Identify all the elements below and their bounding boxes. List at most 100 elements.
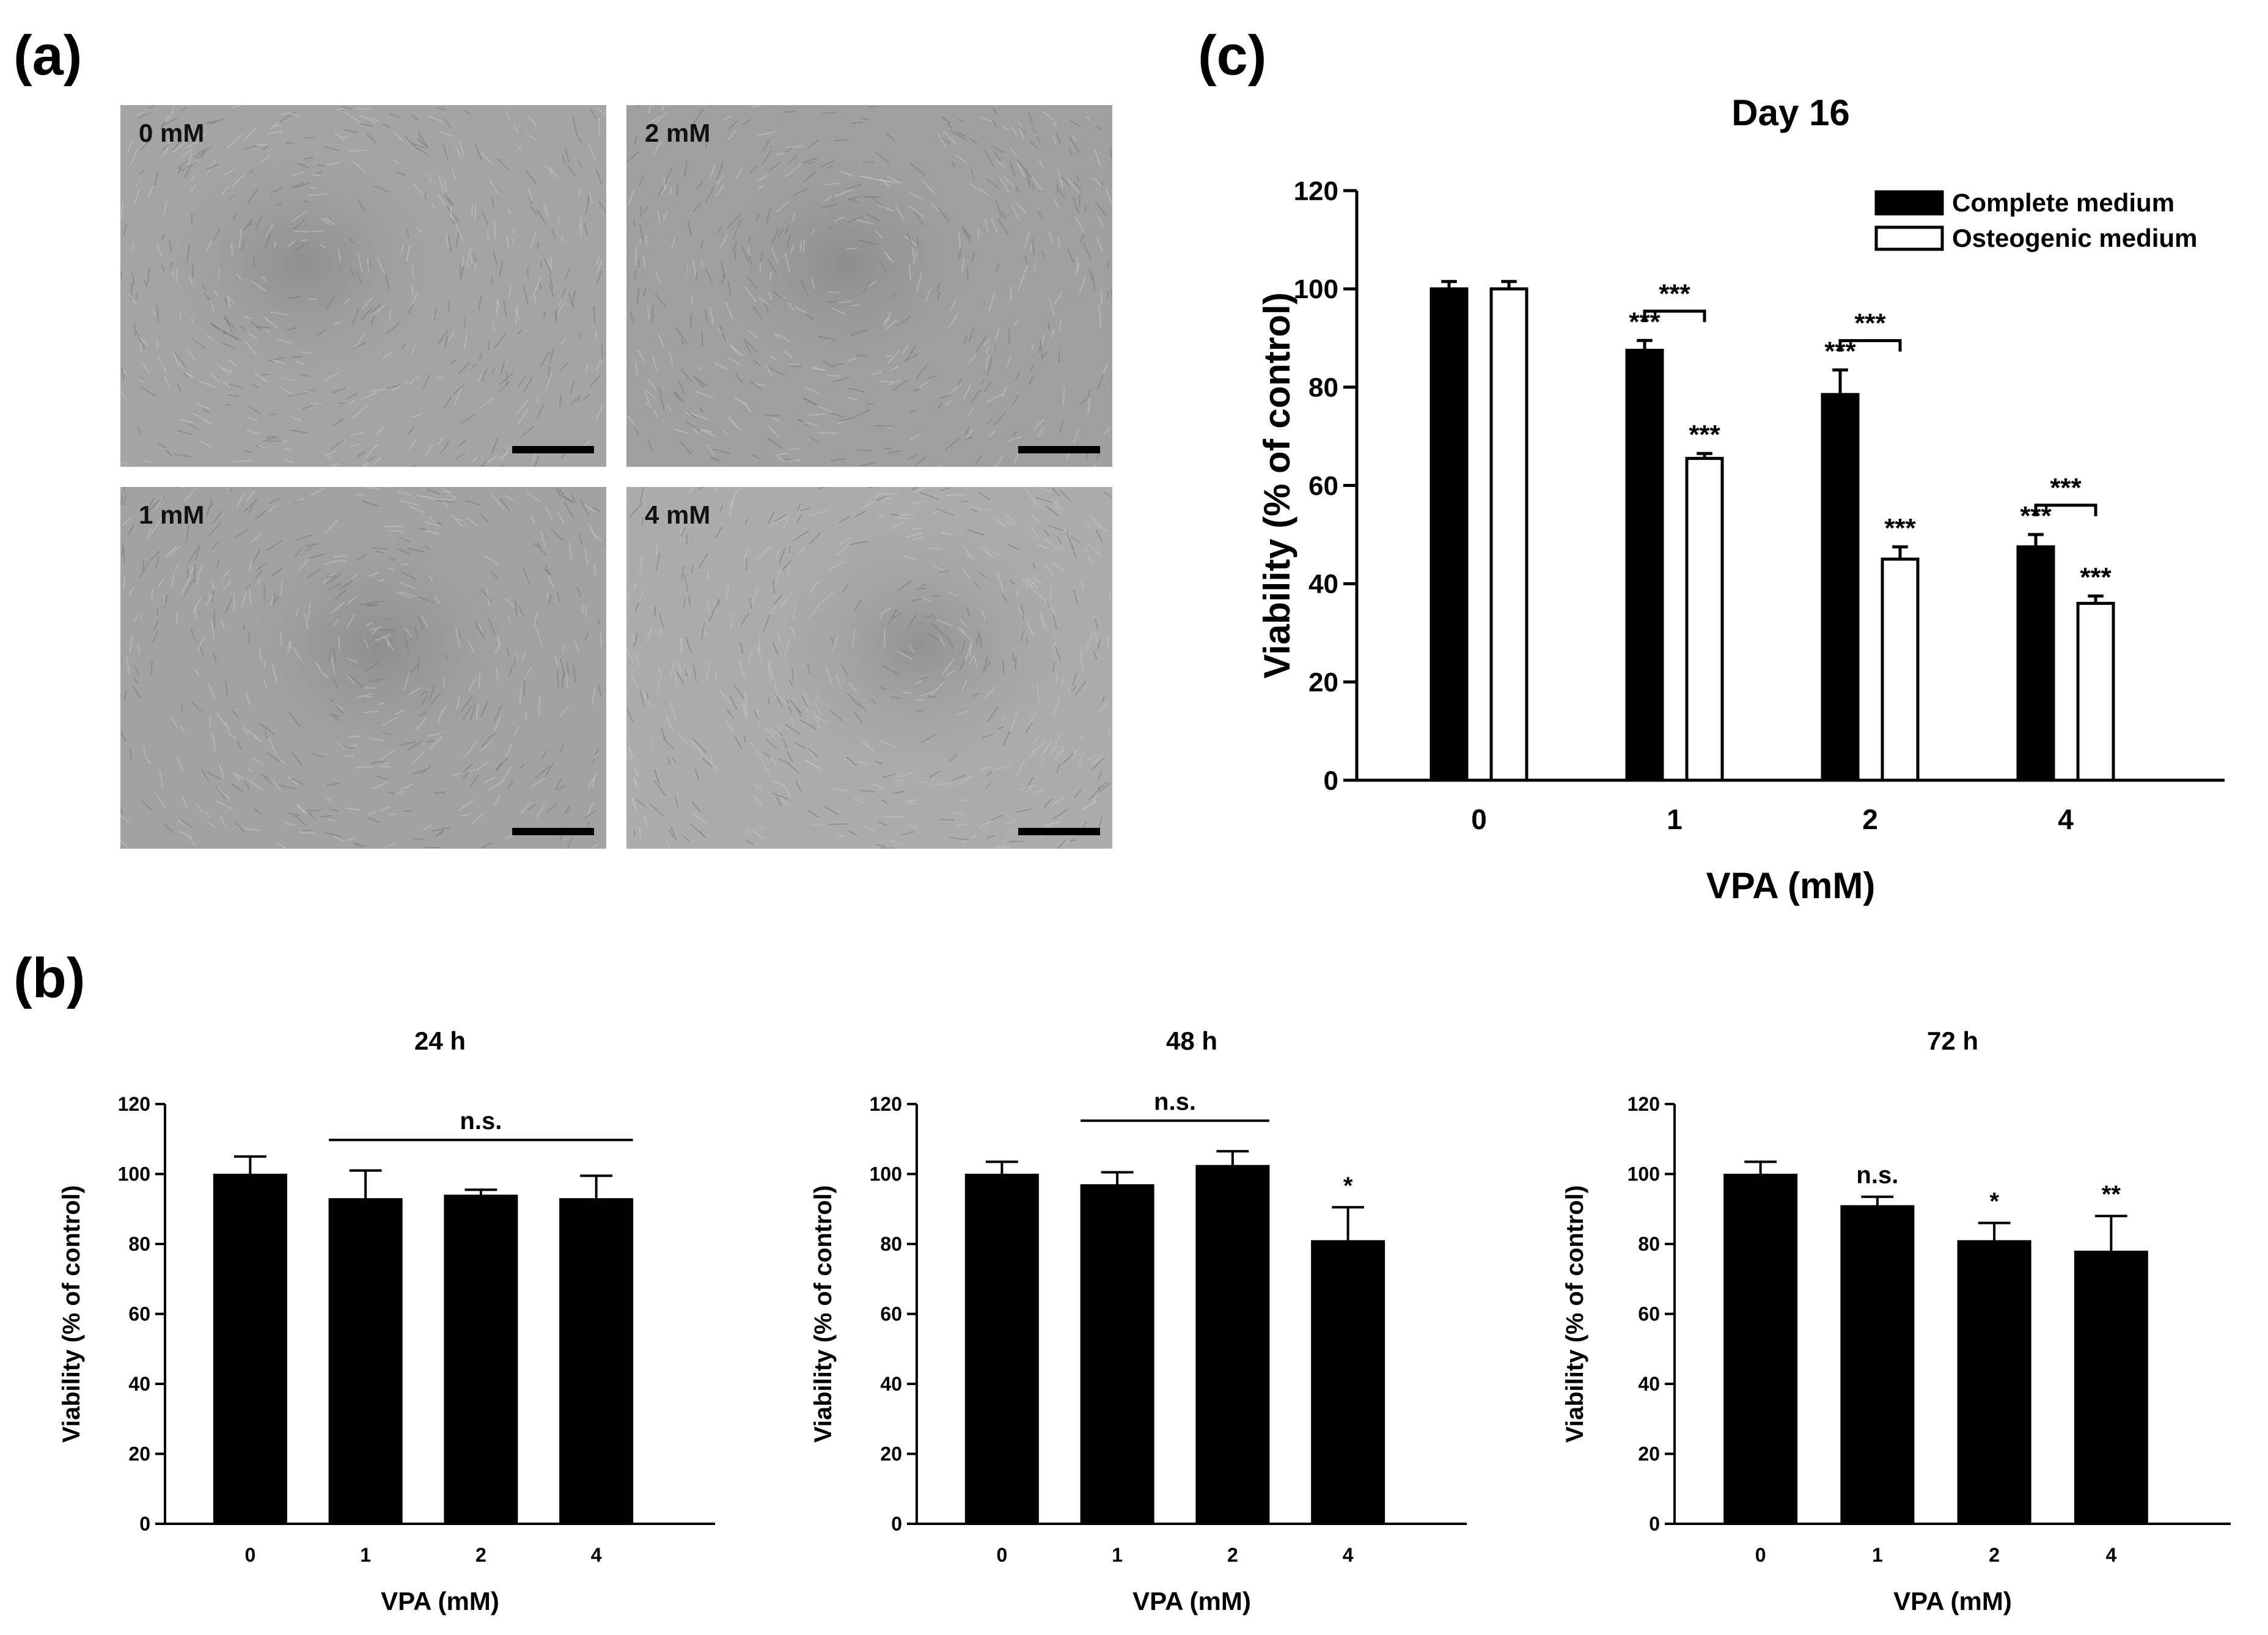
y-tick-label: 0 xyxy=(1324,766,1338,796)
significance-mark: *** xyxy=(1689,420,1720,450)
y-tick-label: 20 xyxy=(880,1443,902,1465)
y-axis-label: Viability (% of control) xyxy=(58,1185,85,1443)
x-tick-label: 2 xyxy=(1862,803,1878,835)
y-tick-label: 80 xyxy=(128,1233,150,1255)
x-tick-label: 4 xyxy=(2105,1544,2116,1566)
scale-bar xyxy=(1018,828,1100,835)
span-label: n.s. xyxy=(460,1108,502,1135)
y-tick-label: 20 xyxy=(1308,668,1338,698)
scale-bar xyxy=(1018,446,1100,453)
x-axis-label: VPA (mM) xyxy=(1132,1587,1251,1615)
chart-title: 72 h xyxy=(1927,1026,1978,1055)
legend-swatch xyxy=(1874,225,1944,251)
y-tick-label: 120 xyxy=(118,1093,150,1115)
micrograph-1mm: 1 mM xyxy=(120,487,606,849)
micrograph-label: 1 mM xyxy=(139,500,205,529)
bar xyxy=(1723,1174,1798,1524)
x-tick-label: 2 xyxy=(475,1544,486,1566)
bar xyxy=(1489,287,1529,782)
micrograph-0mm: 0 mM xyxy=(120,105,606,467)
y-tick-label: 40 xyxy=(128,1373,150,1395)
y-tick-label: 100 xyxy=(118,1163,150,1185)
micrograph-4mm: 4 mM xyxy=(626,487,1112,849)
y-tick-label: 120 xyxy=(870,1093,902,1115)
x-axis-label: VPA (mM) xyxy=(1893,1587,2012,1615)
x-tick-label: 2 xyxy=(1989,1544,2000,1566)
micrograph-label: 0 mM xyxy=(139,119,205,147)
y-tick-label: 20 xyxy=(128,1443,150,1465)
bar xyxy=(444,1194,518,1524)
y-tick-label: 80 xyxy=(1308,373,1338,403)
bracket-label: *** xyxy=(1854,309,1886,338)
bar xyxy=(1840,1205,1915,1524)
significance-mark: * xyxy=(1343,1172,1353,1199)
scale-bar xyxy=(512,446,594,453)
significance-mark: * xyxy=(1989,1188,1999,1215)
bar xyxy=(1429,287,1469,782)
y-tick-label: 40 xyxy=(1308,569,1338,599)
x-axis-label: VPA (mM) xyxy=(381,1587,499,1615)
x-tick-label: 1 xyxy=(1667,803,1683,835)
x-tick-label: 4 xyxy=(1343,1544,1354,1566)
x-tick-label: 2 xyxy=(1227,1544,1238,1566)
scale-bar xyxy=(512,828,594,835)
cell-texture xyxy=(626,105,1112,467)
y-axis-label: Viability (% of control) xyxy=(1562,1185,1588,1443)
y-tick-label: 40 xyxy=(880,1373,902,1395)
significance-mark: *** xyxy=(2080,562,2112,592)
chart-title: 48 h xyxy=(1166,1026,1217,1055)
legend-label: Complete medium xyxy=(1952,188,2174,217)
bracket-label: *** xyxy=(1659,279,1690,309)
bar xyxy=(1957,1240,2031,1524)
x-tick-label: 1 xyxy=(1112,1544,1123,1566)
y-tick-label: 60 xyxy=(880,1303,902,1325)
comparison-bracket xyxy=(1838,339,1902,352)
y-tick-label: 100 xyxy=(1294,274,1338,304)
y-tick-label: 80 xyxy=(1638,1233,1660,1255)
bar xyxy=(2016,545,2055,782)
x-tick-label: 4 xyxy=(591,1544,602,1566)
cell-texture xyxy=(626,487,1112,849)
micrograph-label: 2 mM xyxy=(645,119,711,147)
chart-title: Day 16 xyxy=(1731,92,1849,133)
bar xyxy=(1685,456,1724,782)
bar xyxy=(213,1174,287,1524)
chart-title: 24 h xyxy=(414,1026,466,1055)
bar xyxy=(328,1198,403,1524)
bar xyxy=(1195,1165,1270,1524)
y-tick-label: 40 xyxy=(1638,1373,1660,1395)
bar xyxy=(1881,557,1920,782)
bar xyxy=(1821,393,1860,782)
y-tick-label: 80 xyxy=(880,1233,902,1255)
y-tick-label: 60 xyxy=(1638,1303,1660,1325)
x-tick-label: 1 xyxy=(1872,1544,1883,1566)
comparison-bracket xyxy=(1643,309,1706,323)
y-tick-label: 0 xyxy=(139,1513,150,1535)
legend-swatch xyxy=(1874,190,1944,216)
span-label: n.s. xyxy=(1154,1088,1196,1115)
y-tick-label: 100 xyxy=(1628,1163,1660,1185)
panel-label-a: (a) xyxy=(13,24,83,87)
x-tick-label: 1 xyxy=(360,1544,371,1566)
micrograph-label: 4 mM xyxy=(645,500,711,529)
x-tick-label: 0 xyxy=(996,1544,1007,1566)
y-tick-label: 0 xyxy=(1649,1513,1660,1535)
cell-texture xyxy=(120,487,606,849)
bar xyxy=(964,1174,1039,1524)
legend-label: Osteogenic medium xyxy=(1952,224,2197,252)
cell-texture xyxy=(120,105,606,467)
panel-label-c: (c) xyxy=(1198,24,1267,87)
x-axis-label: VPA (mM) xyxy=(1706,865,1876,906)
bar xyxy=(2076,602,2115,782)
y-axis-label: Viability (% of control) xyxy=(810,1185,837,1443)
x-tick-label: 0 xyxy=(244,1544,255,1566)
y-tick-label: 120 xyxy=(1294,176,1338,206)
x-tick-label: 0 xyxy=(1471,803,1487,835)
y-tick-label: 60 xyxy=(1308,471,1338,501)
y-tick-label: 100 xyxy=(870,1163,902,1185)
y-tick-label: 120 xyxy=(1628,1093,1660,1115)
y-tick-label: 0 xyxy=(891,1513,902,1535)
y-axis-label: Viability (% of control) xyxy=(1257,292,1297,678)
